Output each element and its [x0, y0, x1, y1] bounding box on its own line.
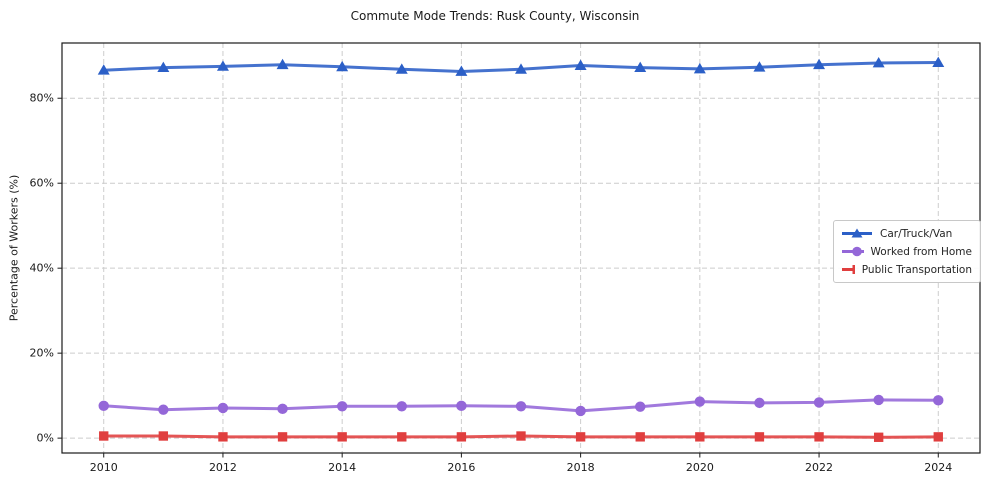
legend-item: Public Transportation: [841, 263, 972, 276]
series-marker-square: [456, 432, 467, 442]
series-marker-triangle: [932, 56, 945, 67]
x-tick-label: 2016: [447, 461, 475, 474]
series-marker-square: [754, 432, 765, 442]
legend-label: Public Transportation: [861, 263, 972, 276]
series-marker-triangle: [336, 60, 349, 72]
series-marker-circle: [456, 400, 467, 412]
series-marker-triangle: [455, 65, 468, 76]
x-tick-label: 2014: [328, 461, 356, 474]
series-marker-triangle: [216, 60, 229, 71]
series-marker-triangle: [813, 58, 826, 70]
legend-label: Worked from Home: [870, 245, 972, 258]
legend-triangle-marker-icon: [842, 228, 872, 238]
series-marker-square: [814, 432, 824, 442]
series-marker-triangle: [872, 56, 885, 68]
series-marker-square: [695, 432, 705, 442]
x-tick-label: 2018: [567, 461, 595, 474]
series-marker-triangle: [693, 62, 706, 74]
series-marker-circle: [217, 402, 229, 414]
x-tick-label: 2010: [90, 461, 118, 474]
legend-square-marker-icon: [842, 265, 855, 274]
series-marker-circle: [635, 401, 646, 412]
legend-label: Car/Truck/Van: [880, 227, 953, 240]
series-marker-square: [575, 432, 586, 442]
series-marker-triangle: [753, 61, 766, 72]
y-tick-label: 80%: [30, 92, 54, 105]
series-marker-square: [933, 432, 943, 442]
x-tick-label: 2020: [686, 461, 714, 474]
series-marker-circle: [98, 400, 109, 412]
series-marker-triangle: [395, 63, 408, 74]
series-marker-square: [218, 432, 228, 442]
series-marker-square: [873, 432, 884, 442]
chart-title: Commute Mode Trends: Rusk County, Wiscon…: [350, 9, 640, 23]
series-marker-triangle: [276, 58, 289, 70]
series-marker-square: [635, 432, 645, 442]
x-tick-label: 2024: [924, 461, 952, 474]
series-marker-circle: [336, 401, 348, 412]
series-marker-square: [397, 432, 407, 442]
y-tick-label: 40%: [30, 262, 54, 275]
series-marker-square: [337, 432, 347, 442]
series-marker-circle: [575, 405, 586, 417]
series-marker-circle: [515, 401, 527, 412]
y-tick-label: 20%: [30, 347, 54, 360]
series-marker-triangle: [515, 63, 527, 74]
series-marker-circle: [873, 394, 884, 406]
y-tick-label: 0%: [37, 432, 54, 445]
legend-circle-marker-icon: [842, 246, 864, 257]
series-marker-circle: [396, 401, 407, 412]
legend-item: Worked from Home: [841, 245, 972, 258]
series-marker-square: [277, 432, 288, 442]
series-marker-square: [516, 431, 526, 441]
series-marker-circle: [754, 397, 765, 409]
x-tick-label: 2022: [805, 461, 833, 474]
series-marker-circle: [933, 395, 944, 406]
series-marker-circle: [158, 404, 169, 415]
series-marker-triangle: [97, 64, 110, 75]
series-marker-triangle: [634, 61, 647, 73]
legend: Car/Truck/Van Worked from Home Public Tran…: [833, 220, 981, 283]
x-tick-label: 2012: [209, 461, 237, 474]
series-marker-circle: [813, 397, 825, 408]
series-marker-triangle: [574, 59, 587, 70]
series-marker-triangle: [157, 61, 170, 73]
series-marker-circle: [277, 403, 288, 415]
legend-item: Car/Truck/Van: [841, 227, 972, 240]
series-marker-square: [158, 431, 169, 441]
series-marker-circle: [694, 396, 706, 407]
y-tick-label: 60%: [30, 177, 54, 190]
series-marker-square: [99, 431, 109, 441]
